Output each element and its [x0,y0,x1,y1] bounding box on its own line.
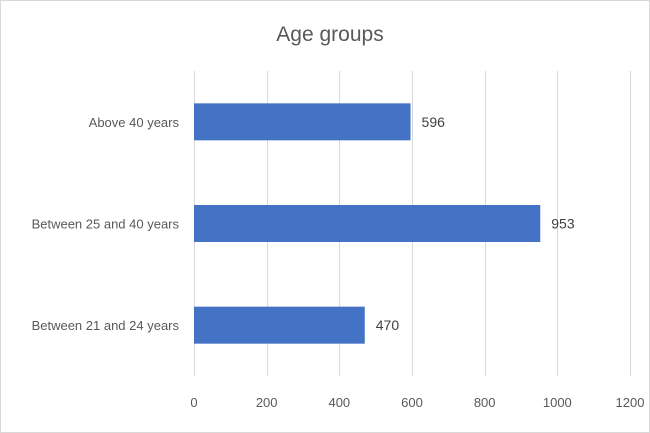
category-label: Above 40 years [89,115,180,130]
x-tick-label: 1000 [543,395,572,410]
category-labels: Between 21 and 24 years Between 25 and 40… [32,115,180,333]
x-tick-label: 800 [474,395,496,410]
data-labels: 470 953 596 [376,114,575,333]
x-tick-label: 0 [190,395,197,410]
bar [194,306,365,344]
x-tick-label: 600 [401,395,423,410]
x-tick-label: 400 [328,395,350,410]
data-label: 470 [376,317,400,333]
x-tick-label: 1200 [616,395,645,410]
category-label: Between 21 and 24 years [32,318,180,333]
bars [194,103,541,344]
category-label: Between 25 and 40 years [32,217,180,232]
bar [194,205,541,242]
x-tick-label: 200 [256,395,278,410]
chart-title: Age groups [276,23,383,46]
data-label: 596 [422,114,446,130]
bar [194,103,411,141]
data-label: 953 [551,216,575,232]
x-axis-tick-labels: 0 200 400 600 800 1000 1200 [190,395,644,410]
